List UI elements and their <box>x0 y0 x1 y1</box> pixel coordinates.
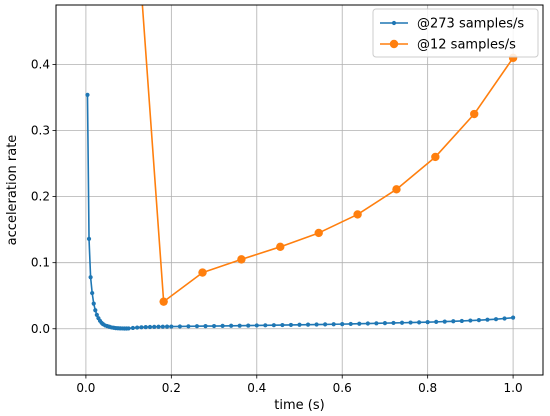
y-tick-label: 0.1 <box>31 256 50 270</box>
x-tick-label: 1.0 <box>504 381 523 395</box>
plot-frame <box>55 4 544 376</box>
legend-item: @12 samples/s <box>380 38 516 53</box>
data-point <box>392 185 401 194</box>
data-point <box>399 320 405 325</box>
data-point <box>90 290 95 296</box>
data-point <box>86 236 92 241</box>
legend-marker <box>391 20 397 26</box>
data-point <box>93 308 98 313</box>
data-point <box>156 324 161 329</box>
x-axis-title: time (s) <box>274 398 324 413</box>
data-point <box>485 317 490 322</box>
data-point <box>139 325 144 330</box>
data-point <box>468 318 473 323</box>
legend-item: @273 samples/s <box>380 17 524 32</box>
data-point <box>159 297 168 306</box>
data-point <box>434 319 439 324</box>
data-point <box>130 325 135 331</box>
data-point <box>94 312 99 317</box>
data-point <box>408 320 413 325</box>
data-point <box>314 228 323 238</box>
ticks: 0.0 0.2 0.4 0.6 0.8 1.0 0.0 0.1 0.2 0.3 0.4 <box>31 57 523 395</box>
x-tick-label: 0.2 <box>162 381 181 395</box>
data-point <box>502 316 507 321</box>
data-point <box>374 321 379 326</box>
data-point <box>229 323 234 328</box>
x-tick-label: 0.4 <box>247 381 266 395</box>
data-point <box>254 323 259 328</box>
data-point <box>382 321 388 326</box>
data-point <box>425 320 430 325</box>
data-point <box>198 268 207 277</box>
y-tick-label: 0.0 <box>31 322 50 336</box>
data-point <box>126 326 131 331</box>
legend-box <box>372 8 539 58</box>
data-point <box>169 324 174 329</box>
data-point <box>160 324 165 329</box>
data-point <box>340 322 345 327</box>
data-point <box>203 324 208 329</box>
legend: @273 samples/s @12 samples/s <box>372 8 539 58</box>
data-point <box>470 109 479 119</box>
data-point <box>237 323 242 328</box>
data-point <box>305 322 311 327</box>
data-point <box>194 324 200 329</box>
data-point <box>288 322 294 328</box>
series-2 <box>141 5 518 306</box>
data-point <box>391 320 396 326</box>
data-point <box>164 324 170 329</box>
data-point <box>271 323 276 328</box>
data-point <box>331 322 336 327</box>
data-point <box>263 323 268 328</box>
data-point <box>237 255 246 264</box>
data-point <box>323 322 328 327</box>
series-layer <box>85 5 518 331</box>
x-tick-label: 0.6 <box>333 381 352 395</box>
legend-marker <box>389 39 399 49</box>
data-point <box>85 92 90 97</box>
data-point <box>314 322 319 327</box>
data-point <box>442 319 447 324</box>
data-point <box>476 318 482 323</box>
data-point <box>280 322 285 328</box>
legend-label: @273 samples/s <box>417 17 524 32</box>
data-point <box>91 301 96 306</box>
x-tick-label: 0.8 <box>418 381 437 395</box>
data-point <box>88 275 93 280</box>
data-point <box>353 210 362 219</box>
y-tick-label: 0.2 <box>31 190 50 204</box>
data-point <box>431 152 440 162</box>
data-point <box>459 318 464 324</box>
data-point <box>451 319 456 324</box>
y-tick-label: 0.4 <box>31 57 50 71</box>
data-point <box>357 321 362 326</box>
data-point <box>493 317 499 322</box>
data-point <box>348 321 353 327</box>
data-point <box>220 323 225 329</box>
data-point <box>510 315 516 320</box>
data-point <box>297 322 302 327</box>
y-axis-title: acceleration rate <box>5 135 20 246</box>
data-point <box>186 324 191 329</box>
data-point <box>246 323 251 328</box>
x-tick-label: 0.0 <box>76 381 95 395</box>
data-point <box>365 321 370 326</box>
data-point <box>143 324 148 330</box>
legend-label: @12 samples/s <box>417 38 516 53</box>
y-tick-label: 0.3 <box>31 124 50 138</box>
data-point <box>417 320 422 325</box>
data-point <box>152 324 157 329</box>
series-1 <box>85 92 516 331</box>
data-point <box>147 324 153 330</box>
data-point <box>135 325 140 330</box>
data-point <box>276 242 285 252</box>
data-point <box>177 324 182 329</box>
data-point <box>211 323 217 329</box>
